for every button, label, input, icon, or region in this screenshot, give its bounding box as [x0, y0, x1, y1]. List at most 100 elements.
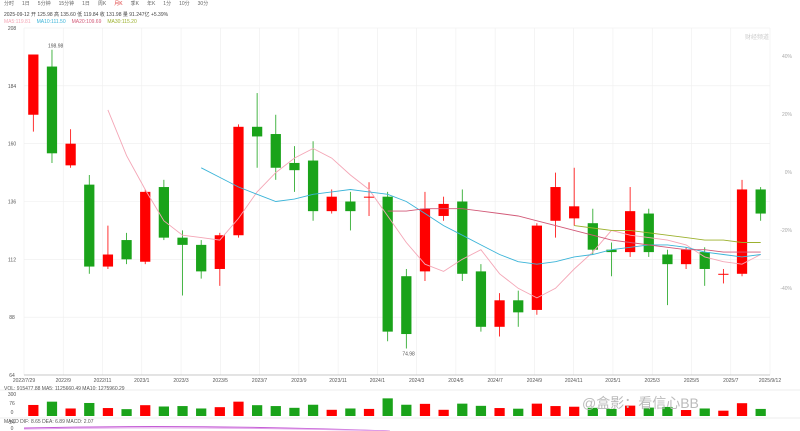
volume-tick-label: 300 — [8, 392, 17, 398]
percent-tick-label: 40% — [782, 54, 793, 60]
candle-body — [587, 223, 598, 250]
candle-body — [531, 225, 543, 310]
volume-bar — [140, 405, 151, 416]
ohlc-info-line: 2025-09-12 开 125.98 高 135.60 低 119.84 收 … — [4, 12, 169, 18]
y-tick-label: 64 — [9, 373, 15, 379]
volume-tick-label: 76 — [9, 401, 15, 407]
volume-bar — [28, 404, 39, 416]
volume-bar — [457, 403, 468, 416]
candle-body — [121, 240, 132, 260]
volume-bar — [680, 410, 692, 416]
tab-item[interactable]: 分时 — [4, 1, 15, 7]
y-tick-label: 112 — [8, 257, 16, 263]
x-tick-label: 2024/1 — [370, 378, 386, 384]
volume-bar — [345, 408, 356, 416]
volume-bar — [121, 409, 132, 416]
y-tick-label: 184 — [8, 84, 17, 90]
candle-body — [28, 54, 39, 115]
x-tick-label: 2025/5 — [684, 378, 700, 384]
candle-body — [214, 235, 225, 269]
tab-item[interactable]: 年K — [146, 1, 156, 7]
volume-bar — [158, 406, 170, 416]
x-tick-label: 2023/1 — [134, 378, 150, 384]
candle-body — [606, 249, 617, 253]
watermark: 财经频道 @盒影：看信心BB — [582, 33, 769, 411]
candle-body — [662, 254, 673, 265]
volume-bar — [46, 401, 58, 416]
volume-bar — [755, 408, 766, 416]
volume-bar — [177, 406, 188, 416]
candle-body — [624, 211, 636, 253]
x-tick-label: 2024/11 — [565, 378, 583, 384]
candle-body — [457, 201, 468, 274]
volume-bar — [513, 408, 524, 416]
volume-bar — [569, 406, 580, 416]
x-tick-label: 2025/7 — [723, 378, 739, 384]
ma-lines — [107, 109, 761, 299]
volume-bar — [289, 407, 300, 416]
candle-body — [102, 254, 114, 267]
volume-bar — [401, 404, 412, 416]
ma20-legend: MA20:109.69 — [71, 19, 102, 25]
dif-line — [23, 426, 391, 431]
candle-body — [419, 208, 431, 272]
candle-body — [438, 203, 449, 216]
dea-line — [23, 427, 391, 431]
percent-tick-label: -40% — [780, 286, 792, 292]
tab-item[interactable]: 1日 — [22, 1, 30, 7]
tab-item[interactable]: 10分 — [179, 1, 190, 7]
tab-item[interactable]: 15分钟 — [58, 1, 75, 7]
candle-body — [363, 196, 375, 198]
tab-item[interactable]: 季K — [130, 1, 139, 7]
candle-body — [550, 187, 561, 221]
y-tick-label: 160 — [8, 142, 17, 148]
volume-legend: VOL: 915477.88 MA5: 1125660.49 MA10: 127… — [4, 386, 125, 392]
candle-body — [196, 244, 207, 272]
grid — [23, 27, 771, 376]
period-tabs: 分时 1日 5分钟 15分钟 1日 周K 月K 季K 年K 1分 10分 30分 — [0, 0, 212, 10]
candle-bodies — [28, 54, 766, 335]
x-tick-label: 2023/5 — [213, 378, 229, 384]
candle-body — [140, 191, 151, 262]
volume-bar — [494, 408, 505, 416]
candle-body — [513, 300, 524, 313]
watermark-text: @盒影：看信心BB — [582, 395, 699, 411]
y-axis: 208 184 160 136 112 88 64 — [8, 26, 17, 379]
percent-axis: 40% 20% 0% -20% -40% — [780, 54, 792, 292]
candle-body — [65, 143, 76, 166]
tab-item[interactable]: 1分 — [163, 1, 172, 7]
x-tick-label: 2023/3 — [173, 378, 189, 384]
tab-item[interactable]: 5分钟 — [37, 1, 51, 7]
candle-body — [251, 126, 263, 137]
tab-item[interactable]: 周K — [97, 1, 107, 7]
candle-body — [326, 196, 337, 212]
candle-body — [233, 126, 244, 236]
price-annotation: 198.98 — [48, 44, 64, 50]
candle-body — [84, 184, 95, 267]
candle-body — [494, 300, 505, 327]
candle-body — [289, 162, 300, 171]
x-tick-label: 2024/7 — [488, 378, 504, 384]
x-tick-label: 2025/1 — [605, 378, 621, 384]
ma10-line — [200, 167, 761, 265]
volume-bar — [270, 406, 281, 416]
tab-item[interactable]: 月K — [114, 1, 123, 7]
candle-body — [401, 276, 412, 335]
candle-body — [270, 134, 281, 168]
macd-legend: MACD DIF: 8.65 DEA: 6.89 MACD: 2.07 — [4, 419, 94, 425]
volume-bar — [84, 402, 95, 416]
macd-tick-label: 0 — [11, 426, 14, 431]
x-tick-label: 2025/9/12 — [759, 378, 781, 384]
candle-body — [475, 271, 487, 327]
volume-bar — [214, 407, 225, 416]
candle-body — [680, 249, 692, 265]
tab-item[interactable]: 1日 — [82, 1, 90, 7]
y-tick-label: 208 — [8, 26, 17, 32]
tab-item[interactable]: 30分 — [197, 1, 209, 7]
volume-bar — [736, 403, 748, 416]
watermark-text: 财经频道 — [745, 33, 769, 41]
candle-body — [382, 196, 393, 332]
y-tick-label: 88 — [9, 315, 15, 321]
volume-bar — [438, 409, 449, 416]
